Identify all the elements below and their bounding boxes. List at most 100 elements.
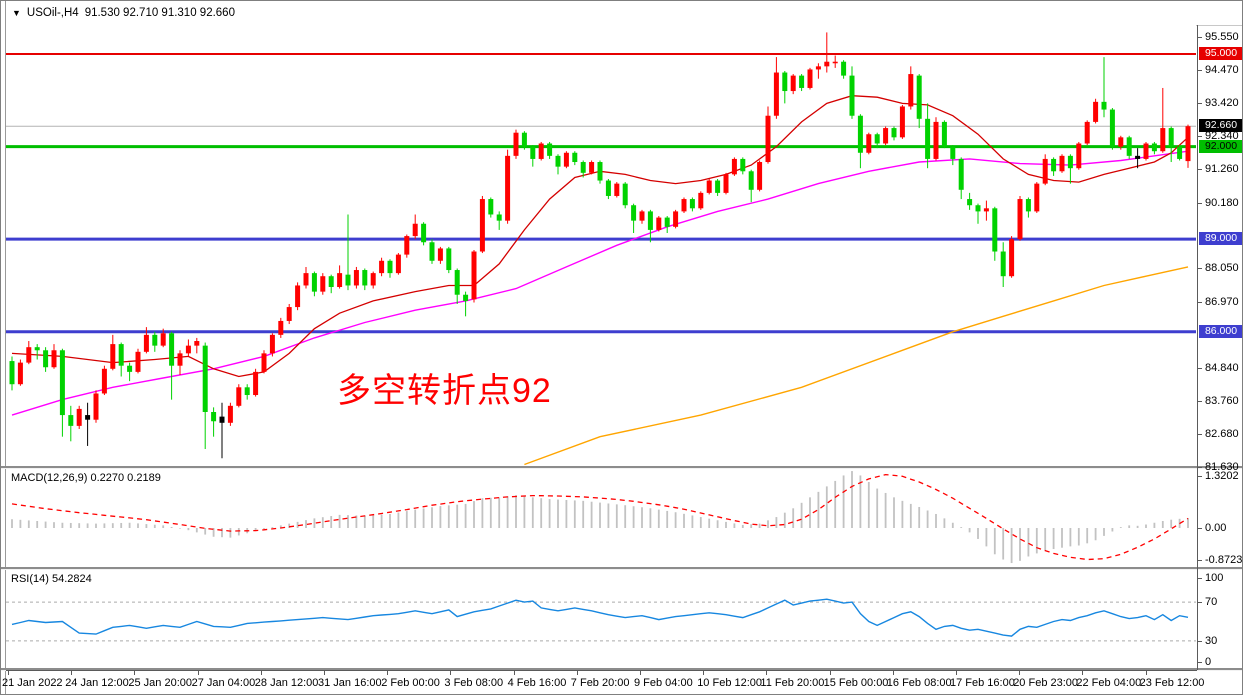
price-label: 90.180	[1205, 196, 1239, 209]
time-tick	[8, 671, 9, 675]
rsi-tick	[1198, 640, 1202, 642]
price-tick	[1198, 367, 1202, 369]
time-label: 16 Feb 08:00	[886, 677, 952, 689]
time-label: 4 Feb 16:00	[507, 677, 567, 689]
price-badge-95.000: 95.000	[1199, 47, 1242, 60]
rsi-label: 100	[1205, 572, 1224, 584]
price-label: 91.260	[1205, 163, 1239, 176]
time-label: 7 Feb 20:00	[570, 677, 630, 689]
time-label: 11 Feb 20:00	[760, 677, 825, 689]
macd-tick	[1198, 476, 1202, 477]
rsi-label: 30	[1205, 634, 1218, 647]
ohlc-values: 91.530 92.710 91.310 92.660	[84, 7, 235, 19]
time-tick	[576, 671, 578, 675]
macd-label: 1.3202	[1205, 470, 1239, 482]
rsi-tick	[1198, 602, 1202, 604]
time-tick	[1145, 671, 1147, 675]
time-tick	[1082, 671, 1084, 675]
price-chart-panel[interactable]: 多空转折点92	[6, 25, 1196, 466]
time-tick	[387, 671, 389, 675]
time-tick	[197, 671, 199, 675]
time-tick	[260, 671, 262, 675]
price-label: 82.680	[1205, 428, 1239, 441]
time-tick	[703, 671, 705, 675]
rsi-tick	[1198, 662, 1202, 663]
chart-annotation: 多空转折点92	[337, 372, 552, 410]
time-label: 9 Feb 04:00	[634, 677, 693, 689]
panel-separator[interactable]	[1, 466, 1242, 469]
time-tick	[324, 671, 325, 675]
price-badge-92.660: 92.660	[1199, 119, 1242, 133]
price-tick	[1198, 169, 1202, 171]
time-label: 23 Feb 12:00	[1139, 677, 1205, 689]
time-tick	[71, 671, 73, 675]
time-axis: 21 Jan 2022 24 Jan 12:00 25 Jan 20:00 27 Ja…	[2, 670, 1204, 694]
rsi-label: RSI(14) 54.2824	[11, 573, 92, 585]
price-tick	[1198, 434, 1202, 436]
time-tick	[1019, 671, 1021, 675]
price-tick	[1198, 268, 1202, 270]
price-tick	[1198, 301, 1202, 303]
time-label: 3 Feb 08:00	[444, 677, 504, 689]
macd-label: -0.8723	[1205, 554, 1243, 566]
price-label: 93.420	[1205, 96, 1239, 109]
macd-label: MACD(12,26,9) 0.2270 0.2189	[11, 472, 161, 484]
candlestick-chart[interactable]	[6, 25, 1196, 466]
time-label: 10 Feb 12:00	[697, 677, 763, 689]
window-left-frame	[5, 1, 6, 694]
price-label: 92.340	[1205, 130, 1239, 143]
price-tick	[1198, 400, 1202, 402]
time-tick	[956, 671, 957, 675]
time-tick	[829, 671, 831, 675]
time-tick	[513, 671, 515, 675]
price-tick	[1198, 37, 1202, 39]
price-tick	[1198, 202, 1202, 204]
price-tick	[1198, 136, 1202, 138]
macd-tick	[1198, 560, 1202, 561]
time-tick	[640, 671, 641, 675]
price-label: 83.760	[1205, 394, 1239, 407]
price-tick	[1198, 70, 1202, 72]
time-label: 24 Jan 12:00	[65, 677, 129, 689]
price-label: 94.470	[1205, 64, 1239, 77]
macd-tick	[1198, 528, 1202, 529]
price-label: 86.970	[1205, 295, 1239, 308]
panel-separator[interactable]	[1, 567, 1242, 570]
time-label: 15 Feb 00:00	[823, 677, 889, 689]
rsi-label: 70	[1205, 596, 1218, 609]
macd-chart[interactable]	[6, 469, 1196, 567]
price-tick	[1198, 102, 1202, 104]
rsi-tick	[1198, 578, 1202, 579]
time-label: 25 Jan 20:00	[128, 677, 193, 689]
time-label: 28 Jan 12:00	[254, 677, 319, 689]
rsi-chart[interactable]	[6, 570, 1196, 668]
macd-label: 0.00	[1205, 522, 1227, 534]
price-axis: 95.550 94.470 93.420 92.340 91.260 90.180 88.0…	[1197, 25, 1243, 670]
time-tick	[134, 671, 136, 675]
price-label: 81.630	[1205, 460, 1239, 473]
time-label: 31 Jan 16:00	[318, 677, 382, 689]
rsi-panel[interactable]: RSI(14) 54.2824	[6, 570, 1196, 668]
price-tick	[1198, 466, 1202, 468]
chevron-down-icon[interactable]: ▼	[12, 8, 21, 18]
time-label: 27 Jan 04:00	[191, 677, 256, 689]
symbol-timeframe-label: USOil-,H4	[26, 7, 79, 19]
time-label: 17 Feb 16:00	[950, 677, 1015, 689]
rsi-label: 0	[1205, 656, 1212, 668]
price-badge-89.000: 89.000	[1199, 232, 1242, 246]
time-label: 21 Jan 2022	[2, 677, 63, 689]
macd-panel[interactable]: MACD(12,26,9) 0.2270 0.2189	[6, 469, 1196, 567]
time-tick	[450, 671, 452, 675]
price-label: 95.550	[1205, 31, 1239, 44]
price-badge-86.000: 86.000	[1199, 324, 1242, 338]
time-label: 2 Feb 00:00	[381, 677, 440, 689]
time-tick	[892, 671, 894, 675]
time-label: 20 Feb 23:00	[1013, 677, 1079, 689]
chart-header: ▼ USOil-,H4 91.530 92.710 91.310 92.660	[7, 3, 235, 23]
price-label: 84.840	[1205, 361, 1239, 374]
price-badge-92.000: 92.000	[1199, 139, 1242, 153]
price-label: 88.050	[1205, 262, 1239, 275]
time-tick	[766, 671, 768, 675]
time-label: 22 Feb 04:00	[1076, 677, 1142, 689]
